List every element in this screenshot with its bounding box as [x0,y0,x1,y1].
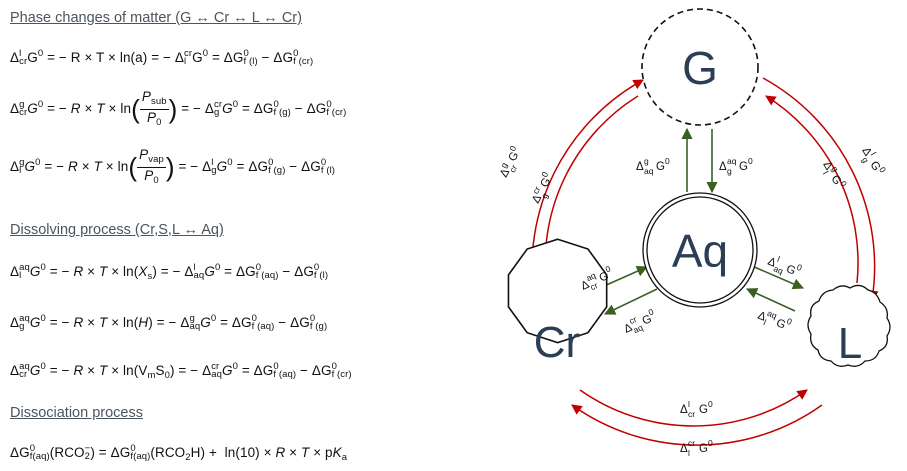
svg-text:0: 0 [748,156,753,166]
svg-text:l: l [762,317,768,327]
svg-text:Δ: Δ [680,404,688,416]
svg-text:cr: cr [507,163,519,174]
svg-text:aq: aq [585,270,598,283]
svg-text:G: G [699,404,708,416]
node-cr-crystal [507,238,608,344]
svg-text:cr: cr [688,409,695,419]
svg-text:Δ: Δ [766,256,778,270]
svg-text:aq: aq [644,166,654,176]
svg-text:0: 0 [665,156,670,166]
svg-text:0: 0 [785,316,793,327]
svg-text:0: 0 [708,438,713,448]
svg-text:cr: cr [688,438,695,448]
node-aq-label: Aq [672,225,728,277]
arrow-cr-to-l [579,389,808,427]
svg-text:l: l [776,254,782,264]
arrow-l-to-cr [571,404,823,446]
svg-text:aq: aq [632,322,645,335]
svg-text:aq: aq [772,263,785,276]
svg-text:l: l [688,399,690,409]
svg-text:G: G [739,161,748,173]
svg-text:g: g [498,160,509,169]
heading-phase-changes: Phase changes of matter (G ↔ Cr ↔ L ↔ Cr… [10,10,302,26]
arrow-l-to-g [765,95,859,284]
svg-text:aq: aq [766,308,779,321]
svg-text:0: 0 [604,263,613,274]
svg-text:0: 0 [539,170,550,179]
node-l-label: L [838,319,862,368]
svg-text:l: l [688,448,690,458]
arrow-aq-to-cr [603,288,658,315]
node-g-gas [641,8,759,126]
svg-text:cr: cr [530,184,542,195]
node-l-liquid [807,284,891,367]
equation-dissociation: ΔG 0 f(aq) (RCO −2) = ΔG 0 f(aq) (RCO2H) + ln(1… [10,443,348,463]
svg-text:g: g [644,156,649,166]
svg-text:G: G [699,443,708,455]
svg-text:cr: cr [589,280,600,292]
svg-text:g: g [727,166,732,176]
svg-text:G: G [656,161,665,173]
node-aq-aqueous [642,192,758,308]
svg-text:l: l [869,150,879,157]
arrow-aq-to-l [751,265,805,290]
svg-text:G: G [784,263,797,277]
svg-text:0: 0 [708,399,713,409]
svg-text:G: G [774,317,787,331]
svg-text:g: g [539,191,550,200]
svg-text:0: 0 [877,165,888,174]
svg-text:0: 0 [647,306,656,317]
node-g-label: G [682,42,718,94]
node-cr-label: Cr [534,318,580,367]
svg-text:0: 0 [507,144,518,153]
svg-text:Δ: Δ [719,161,727,173]
arrow-l-to-aq [745,288,796,312]
svg-text:0: 0 [795,262,803,273]
svg-text:Δ: Δ [756,310,768,324]
heading-dissolving-process: Dissolving process (Cr,S,L ↔ Aq) [10,222,224,238]
svg-text:aq: aq [727,156,737,166]
arrow-g-to-l [762,77,879,302]
svg-text:Δ: Δ [680,443,688,455]
node-aq-inner-ring [646,196,754,304]
heading-dissociation-process: Dissociation process [10,405,143,421]
svg-text:g: g [830,164,841,173]
svg-text:g: g [860,155,871,164]
svg-text:Δ: Δ [636,161,644,173]
svg-text:0: 0 [838,179,849,188]
inner-transition-arrows [594,127,805,315]
svg-text:l: l [821,169,831,176]
svg-text:cr: cr [628,314,639,326]
